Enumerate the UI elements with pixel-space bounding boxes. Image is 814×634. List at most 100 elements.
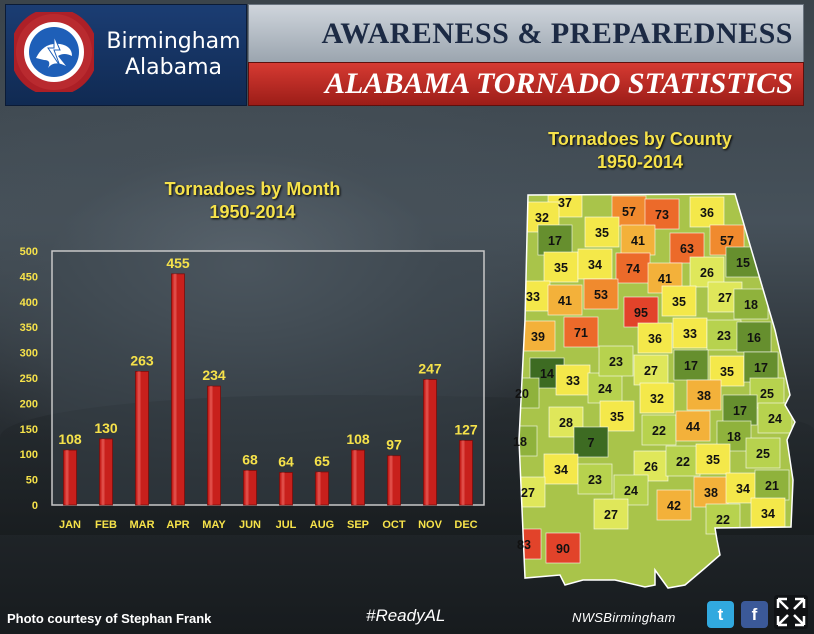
county-count-label: 41	[558, 294, 572, 308]
x-tick-label: SEP	[347, 519, 369, 531]
bar-value-label: 263	[130, 352, 154, 368]
hashtag: #ReadyAL	[366, 606, 446, 625]
county-count-label: 26	[700, 266, 714, 280]
county-cell	[587, 372, 623, 404]
bar-value-label: 68	[242, 451, 258, 467]
county-cell	[757, 402, 793, 434]
county-count-label: 35	[610, 410, 624, 424]
county-cell	[733, 288, 769, 320]
bar-nov	[423, 379, 437, 506]
county-count-label: 23	[588, 473, 602, 487]
bar-highlight	[461, 440, 465, 505]
bar-value-label: 130	[94, 420, 118, 436]
county-count-label: 33	[683, 327, 697, 341]
county-count-label: 36	[700, 206, 714, 220]
county-count-label: 18	[727, 430, 741, 444]
twitter-icon[interactable]: t	[707, 601, 734, 628]
x-tick-label: JAN	[59, 519, 81, 531]
header: Birmingham Alabama AWARENESS & PREPAREDN…	[0, 0, 814, 108]
county-cell	[584, 216, 620, 248]
county-cell	[656, 489, 692, 521]
county-count-label: 35	[720, 365, 734, 379]
bar-dec	[459, 440, 473, 506]
plot-area	[51, 250, 485, 506]
bar-jun	[243, 470, 257, 506]
county-count-label: 36	[648, 332, 662, 346]
bar-chart: 0 50 100 150 200 250 300 350 400 450 500 108 130 263…	[20, 246, 485, 531]
x-tick-label: AUG	[310, 519, 334, 531]
county-cell	[637, 322, 673, 354]
bar-highlight	[389, 455, 393, 505]
county-count-label: 35	[554, 261, 568, 275]
y-tick-label: 400	[20, 297, 38, 309]
x-tick-label: APR	[166, 519, 189, 531]
county-cell	[520, 320, 556, 352]
county-count-label: 35	[706, 453, 720, 467]
y-tick-label: 350	[20, 322, 38, 334]
bar-value-label: 65	[314, 453, 330, 469]
county-cell	[633, 354, 669, 386]
county-count-label: 28	[559, 416, 573, 430]
county-count-label: 44	[686, 420, 700, 434]
county-cell	[689, 196, 725, 228]
bar-jan	[63, 449, 77, 506]
photo-credit: Photo courtesy of Stephan Frank	[7, 611, 212, 626]
county-count-label: 7	[588, 436, 595, 450]
county-count-label: 27	[644, 364, 658, 378]
bar-sep	[351, 449, 365, 506]
bar-value-label: 108	[346, 431, 370, 447]
bar-highlight	[209, 386, 213, 505]
county-count-label: 25	[760, 387, 774, 401]
facebook-icon[interactable]: f	[741, 601, 768, 628]
y-tick-label: 500	[20, 246, 38, 258]
county-cell	[644, 198, 680, 230]
county-count-label: 24	[768, 412, 782, 426]
x-tick-label: JUN	[239, 519, 261, 531]
bar-highlight	[317, 471, 321, 505]
x-tick-label: OCT	[382, 519, 406, 531]
y-tick-label: 0	[32, 500, 38, 512]
county-count-label: 24	[598, 382, 612, 396]
county-cell	[593, 498, 629, 530]
y-tick-label: 300	[20, 348, 38, 360]
bar-chart-title-block: Tornadoes by Month 1950-2014	[120, 178, 385, 224]
map-subtitle: 1950-2014	[596, 152, 684, 172]
office-line-2: Alabama	[124, 55, 222, 80]
county-cell	[563, 316, 599, 348]
county-count-label: 27	[521, 486, 535, 500]
county-count-label: 26	[644, 460, 658, 474]
county-count-label: 34	[761, 507, 775, 521]
county-count-label: 20	[515, 387, 529, 401]
county-count-label: 83	[517, 538, 531, 552]
county-count-label: 38	[704, 486, 718, 500]
y-tick-label: 100	[20, 449, 38, 461]
office-name: Birmingham Alabama	[101, 29, 246, 81]
x-tick-label: NOV	[418, 519, 443, 531]
map-title: Tornadoes by County	[548, 129, 732, 149]
county-count-label: 57	[720, 234, 734, 248]
expand-icon[interactable]	[773, 594, 809, 630]
county-count-label: 71	[574, 326, 588, 340]
county-cell	[754, 469, 790, 501]
county-count-label: 37	[558, 196, 572, 210]
bar-highlight	[425, 379, 429, 505]
county-cell	[577, 463, 613, 495]
county-count-label: 35	[672, 295, 686, 309]
bar-value-label: 97	[386, 437, 402, 453]
county-cell	[750, 497, 786, 529]
county-cell	[519, 476, 546, 508]
bar-value-label: 234	[202, 367, 226, 383]
county-count-label: 34	[554, 463, 568, 477]
county-count-label: 41	[658, 272, 672, 286]
county-cell	[623, 296, 659, 328]
nws-seal-icon	[14, 12, 94, 92]
county-cell	[583, 278, 619, 310]
y-tick-label: 450	[20, 271, 38, 283]
bar-highlight	[137, 371, 141, 505]
bar-may	[207, 385, 221, 506]
county-count-label: 33	[526, 290, 540, 304]
county-count-label: 53	[594, 288, 608, 302]
bar-feb	[99, 438, 113, 506]
bar-highlight	[245, 470, 249, 505]
